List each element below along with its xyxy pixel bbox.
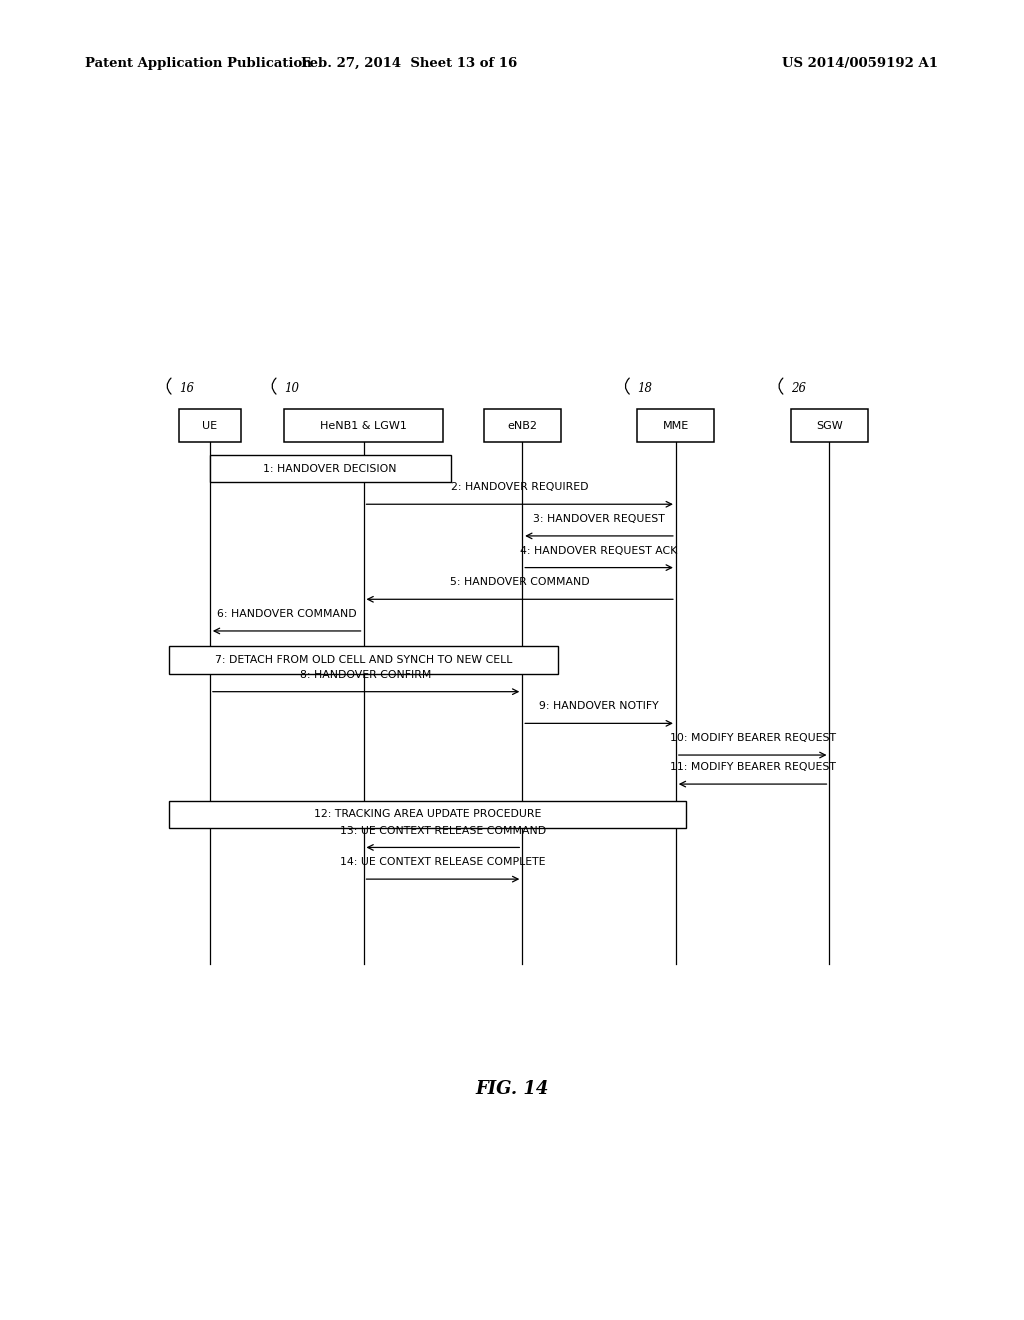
Text: 5: HANDOVER COMMAND: 5: HANDOVER COMMAND: [450, 577, 590, 587]
Text: 10: MODIFY BEARER REQUEST: 10: MODIFY BEARER REQUEST: [670, 733, 836, 743]
Text: 16: 16: [179, 381, 195, 395]
Text: 26: 26: [792, 381, 806, 395]
Text: UE: UE: [203, 421, 217, 430]
Text: FIG. 14: FIG. 14: [475, 1080, 549, 1098]
Text: HeNB1 & LGW1: HeNB1 & LGW1: [321, 421, 407, 430]
Text: 11: MODIFY BEARER REQUEST: 11: MODIFY BEARER REQUEST: [670, 762, 836, 772]
Text: eNB2: eNB2: [507, 421, 538, 430]
Bar: [792, 409, 868, 442]
Text: SGW: SGW: [816, 421, 843, 430]
Bar: [179, 409, 241, 442]
Bar: [169, 647, 558, 673]
Text: MME: MME: [663, 421, 689, 430]
Text: 8: HANDOVER CONFIRM: 8: HANDOVER CONFIRM: [300, 669, 432, 680]
Text: 10: 10: [284, 381, 299, 395]
Bar: [210, 454, 451, 482]
Text: 14: UE CONTEXT RELEASE COMPLETE: 14: UE CONTEXT RELEASE COMPLETE: [340, 857, 546, 867]
Text: 4: HANDOVER REQUEST ACK: 4: HANDOVER REQUEST ACK: [520, 545, 678, 556]
Bar: [284, 409, 442, 442]
Text: 12: TRACKING AREA UPDATE PROCEDURE: 12: TRACKING AREA UPDATE PROCEDURE: [313, 809, 542, 820]
Bar: [484, 409, 561, 442]
Bar: [637, 409, 715, 442]
Bar: [169, 800, 686, 829]
Text: 7: DETACH FROM OLD CELL AND SYNCH TO NEW CELL: 7: DETACH FROM OLD CELL AND SYNCH TO NEW…: [215, 655, 512, 665]
Text: 9: HANDOVER NOTIFY: 9: HANDOVER NOTIFY: [540, 701, 658, 711]
Text: 1: HANDOVER DECISION: 1: HANDOVER DECISION: [263, 463, 397, 474]
Text: 6: HANDOVER COMMAND: 6: HANDOVER COMMAND: [217, 609, 356, 619]
Text: Patent Application Publication: Patent Application Publication: [85, 57, 311, 70]
Text: 3: HANDOVER REQUEST: 3: HANDOVER REQUEST: [534, 513, 665, 524]
Text: Feb. 27, 2014  Sheet 13 of 16: Feb. 27, 2014 Sheet 13 of 16: [301, 57, 518, 70]
Text: US 2014/0059192 A1: US 2014/0059192 A1: [782, 57, 938, 70]
Text: 13: UE CONTEXT RELEASE COMMAND: 13: UE CONTEXT RELEASE COMMAND: [340, 825, 546, 836]
Text: 18: 18: [637, 381, 652, 395]
Text: 2: HANDOVER REQUIRED: 2: HANDOVER REQUIRED: [451, 482, 589, 492]
